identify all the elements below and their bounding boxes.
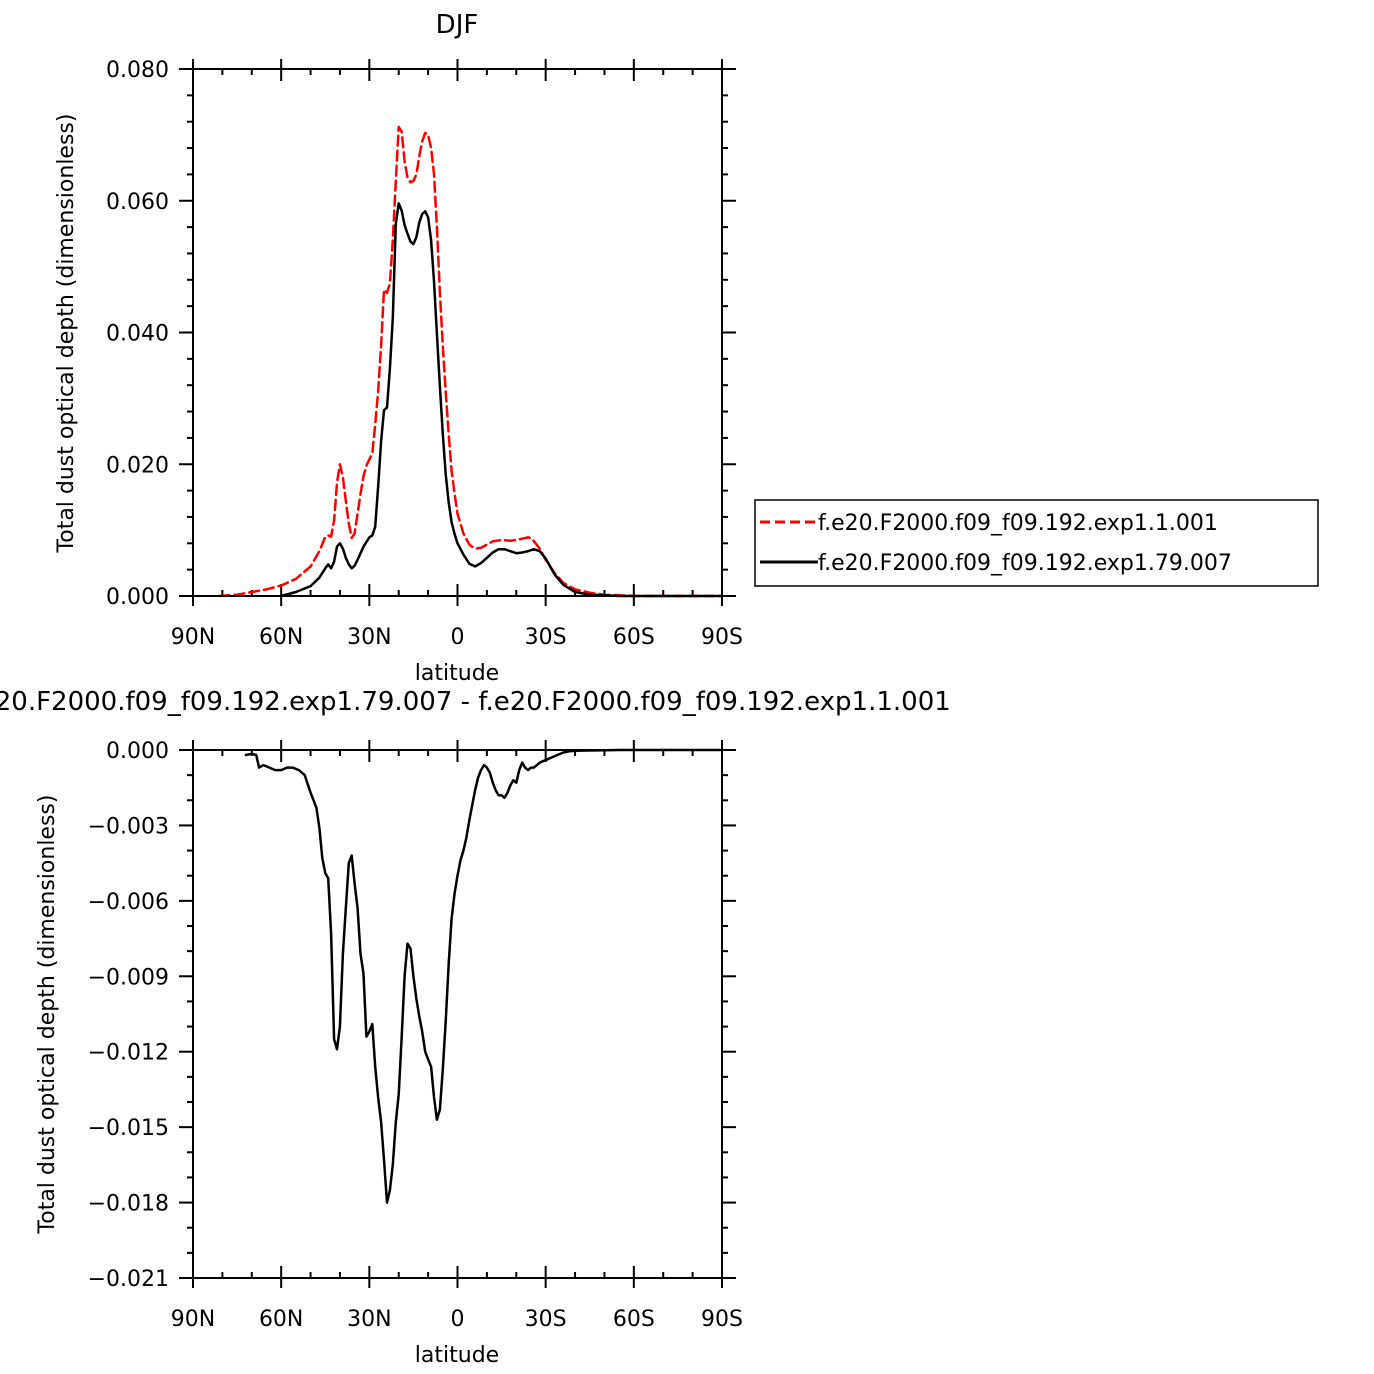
top-y-axis-label: Total dust optical depth (dimensionless) bbox=[54, 114, 79, 554]
y-tick-label: −0.012 bbox=[88, 1041, 169, 1066]
x-tick-label: 90S bbox=[701, 1307, 743, 1332]
top-x-axis-label: latitude bbox=[415, 661, 499, 686]
top-y-tick-labels: 0.000 0.020 0.040 0.060 0.080 bbox=[106, 58, 169, 610]
top-x-tick-labels: 90N 60N 30N 0 30S 60S 90S bbox=[171, 625, 743, 650]
top-series-lines bbox=[218, 125, 724, 598]
legend-label-exp1-79-007: f.e20.F2000.f09_f09.192.exp1.79.007 bbox=[818, 551, 1232, 576]
bottom-y-tick-labels: 0.000 −0.003 −0.006 −0.009 −0.012 −0.015 −0.01… bbox=[88, 739, 169, 1292]
x-tick-label: 60N bbox=[259, 1307, 303, 1332]
bottom-y-axis-label: Total dust optical depth (dimensionless) bbox=[35, 795, 60, 1235]
top-panel: DJF 90N 60N 30N 0 30S 60S 90S 0.0000.0200.0400… bbox=[54, 10, 743, 686]
x-tick-label: 90S bbox=[701, 625, 743, 650]
bottom-series-lines bbox=[244, 748, 724, 1204]
bottom-plot-frame bbox=[192, 749, 723, 1279]
legend-box bbox=[754, 499, 1319, 587]
bottom-tick-marks bbox=[179, 740, 736, 1288]
y-tick-label: −0.015 bbox=[88, 1116, 169, 1141]
y-tick-label: 0.040 bbox=[106, 322, 169, 347]
bottom-series-line-1 bbox=[244, 748, 724, 1204]
x-tick-label: 30S bbox=[525, 625, 567, 650]
y-tick-label: 0.060 bbox=[106, 190, 169, 215]
y-tick-label: −0.009 bbox=[88, 965, 169, 990]
y-tick-label: −0.021 bbox=[88, 1267, 169, 1292]
bottom-x-tick-labels: 90N 60N 30N 0 30S 60S 90S bbox=[171, 1307, 743, 1332]
x-tick-label: 60S bbox=[613, 625, 655, 650]
bottom-panel: f.e20.F2000.f09_f09.192.exp1.79.007 - f.… bbox=[0, 687, 951, 1368]
legend: f.e20.F2000.f09_f09.192.exp1.1.001 f.e20… bbox=[754, 499, 1319, 587]
x-tick-label: 30N bbox=[347, 625, 391, 650]
top-series-line-1 bbox=[218, 125, 724, 598]
x-tick-label: 90N bbox=[171, 1307, 215, 1332]
bottom-x-axis-label: latitude bbox=[415, 1343, 499, 1368]
y-tick-label: −0.018 bbox=[88, 1192, 169, 1217]
legend-label-exp1-1-001: f.e20.F2000.f09_f09.192.exp1.1.001 bbox=[818, 511, 1218, 536]
y-tick-label: −0.003 bbox=[88, 814, 169, 839]
y-tick-label: 0.000 bbox=[106, 585, 169, 610]
x-tick-label: 0 bbox=[451, 1307, 465, 1332]
bottom-chart-title: f.e20.F2000.f09_f09.192.exp1.79.007 - f.… bbox=[0, 687, 951, 717]
x-tick-label: 90N bbox=[171, 625, 215, 650]
x-tick-label: 30N bbox=[347, 1307, 391, 1332]
x-tick-label: 60N bbox=[259, 625, 303, 650]
y-tick-label: −0.006 bbox=[88, 890, 169, 915]
x-tick-label: 60S bbox=[613, 1307, 655, 1332]
x-tick-label: 30S bbox=[525, 1307, 567, 1332]
top-series-line-2 bbox=[279, 202, 724, 598]
y-tick-label: 0.020 bbox=[106, 453, 169, 478]
y-tick-label: 0.000 bbox=[106, 739, 169, 764]
x-tick-label: 0 bbox=[451, 625, 465, 650]
y-tick-label: 0.080 bbox=[106, 58, 169, 83]
top-chart-title: DJF bbox=[436, 10, 479, 40]
top-tick-marks bbox=[179, 59, 736, 606]
top-plot-frame bbox=[192, 68, 723, 597]
